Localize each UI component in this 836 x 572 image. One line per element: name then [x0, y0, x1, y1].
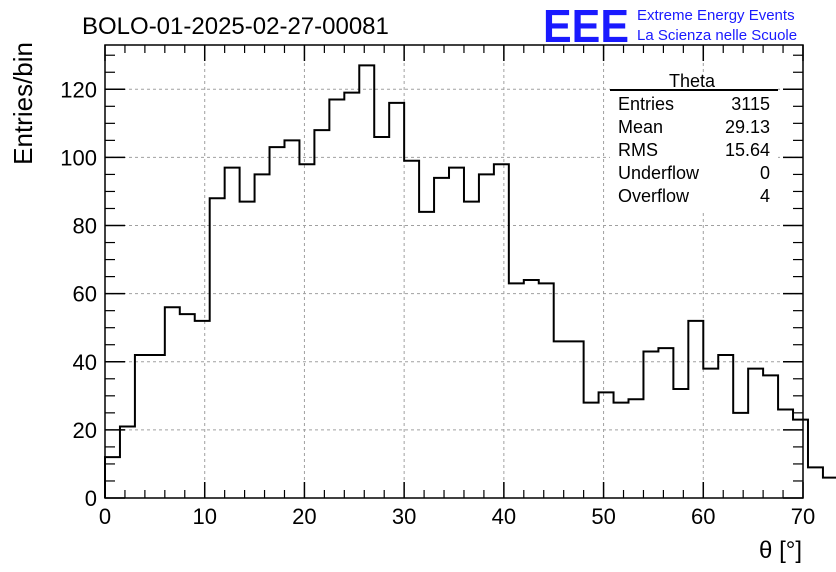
histogram-bin: [210, 198, 225, 498]
y-tick-label: 40: [73, 350, 97, 375]
histogram-bin: [703, 369, 718, 498]
histogram-bin: [374, 137, 389, 498]
histogram-bin: [509, 283, 524, 498]
stats-row-label: Underflow: [618, 163, 700, 183]
y-tick-label: 0: [85, 486, 97, 511]
histogram-bin: [299, 164, 314, 498]
y-tick-label: 60: [73, 282, 97, 307]
histogram-bin: [404, 161, 419, 498]
stats-row-value: 15.64: [725, 140, 770, 160]
stats-row-label: Overflow: [618, 186, 690, 206]
histogram-bin: [165, 307, 180, 498]
y-tick-labels: 0 20 40 60 80 100 120: [60, 77, 97, 511]
histogram-bin: [150, 355, 165, 498]
stats-box-background: [610, 78, 778, 210]
histogram-bin: [554, 341, 569, 498]
eee-logo-line2: La Scienza nelle Scuole: [637, 27, 797, 44]
histogram-bin: [494, 164, 509, 498]
x-tick-label: 60: [691, 504, 715, 529]
x-tick-label: 10: [192, 504, 216, 529]
histogram-bin: [389, 103, 404, 498]
histogram-bin: [240, 202, 255, 498]
eee-logo-mark: EEE: [543, 0, 629, 52]
histogram-bin: [135, 355, 150, 498]
histogram-bin: [658, 348, 673, 498]
histogram-bin: [584, 403, 599, 498]
chart-title: BOLO-01-2025-02-27-00081: [82, 13, 389, 40]
histogram-bin: [419, 212, 434, 498]
histogram-bin: [808, 467, 823, 498]
histogram-bin: [120, 426, 135, 498]
histogram-bin: [599, 392, 614, 498]
histogram-bin: [180, 314, 195, 498]
axis-ticks: [104, 45, 804, 499]
histogram-bin: [255, 174, 270, 498]
y-tick-label: 80: [73, 214, 97, 239]
histogram-bin: [344, 93, 359, 498]
histogram-bin: [748, 369, 763, 498]
histogram-bin: [823, 478, 836, 498]
stats-row-value: 3115: [731, 94, 770, 114]
stats-box: Theta Entries 3115 Mean 29.13 RMS 15.64 Underf…: [610, 71, 778, 210]
stats-row-value: 0: [760, 163, 770, 183]
histogram-bin: [763, 375, 778, 498]
x-tick-label: 70: [791, 504, 815, 529]
x-tick-label: 0: [99, 504, 111, 529]
histogram-bin: [688, 321, 703, 498]
histogram-bin: [105, 457, 120, 498]
histogram-bin: [629, 399, 644, 498]
histogram-bin: [284, 140, 299, 498]
plot-frame: [104, 44, 804, 499]
stats-box-title: Theta: [669, 71, 716, 91]
stats-row-value: 29.13: [725, 117, 770, 137]
histogram-bin: [359, 65, 374, 498]
y-tick-label: 100: [60, 145, 97, 170]
histogram-bin: [195, 321, 210, 498]
stats-box-rows: Entries 3115 Mean 29.13 RMS 15.64 Underflow 0 Ov…: [618, 94, 770, 206]
y-tick-label: 120: [60, 77, 97, 102]
stats-row-value: 4: [760, 186, 770, 206]
eee-logo-line1: Extreme Energy Events: [637, 7, 795, 24]
histogram-series: [104, 64, 836, 498]
histogram-bin: [673, 389, 688, 498]
x-tick-labels: 0 10 20 30 40 50 60 70: [99, 504, 815, 529]
histogram-bin: [614, 403, 629, 498]
stats-row-label: RMS: [618, 140, 658, 160]
histogram-bin: [793, 420, 808, 498]
histogram-bin: [464, 202, 479, 498]
x-tick-label: 20: [292, 504, 316, 529]
histogram-bin: [225, 168, 240, 498]
x-axis-label: θ [°]: [759, 537, 802, 564]
eee-logo: EEE Extreme Energy Events La Scienza nel…: [543, 0, 797, 52]
histogram-bin: [778, 409, 793, 498]
x-tick-label: 30: [392, 504, 416, 529]
histogram-bin: [643, 352, 658, 498]
histogram-bin: [270, 147, 285, 498]
stats-row-label: Mean: [618, 117, 663, 137]
histogram-bin: [569, 341, 584, 498]
histogram-bin: [718, 355, 733, 498]
y-axis-label: Entries/bin: [8, 42, 38, 165]
x-tick-label: 40: [492, 504, 516, 529]
x-tick-label: 50: [591, 504, 615, 529]
histogram-bin: [539, 283, 554, 498]
histogram-line: [104, 64, 836, 498]
histogram-bin: [449, 168, 464, 498]
stats-row-label: Entries: [618, 94, 674, 114]
histogram-bin: [524, 280, 539, 498]
histogram-bin: [733, 413, 748, 498]
y-tick-label: 20: [73, 418, 97, 443]
grid-lines: [105, 45, 803, 498]
histogram-bin: [314, 130, 329, 498]
histogram-bin: [329, 99, 344, 498]
histogram-bin: [434, 178, 449, 498]
histogram-bin: [479, 174, 494, 498]
